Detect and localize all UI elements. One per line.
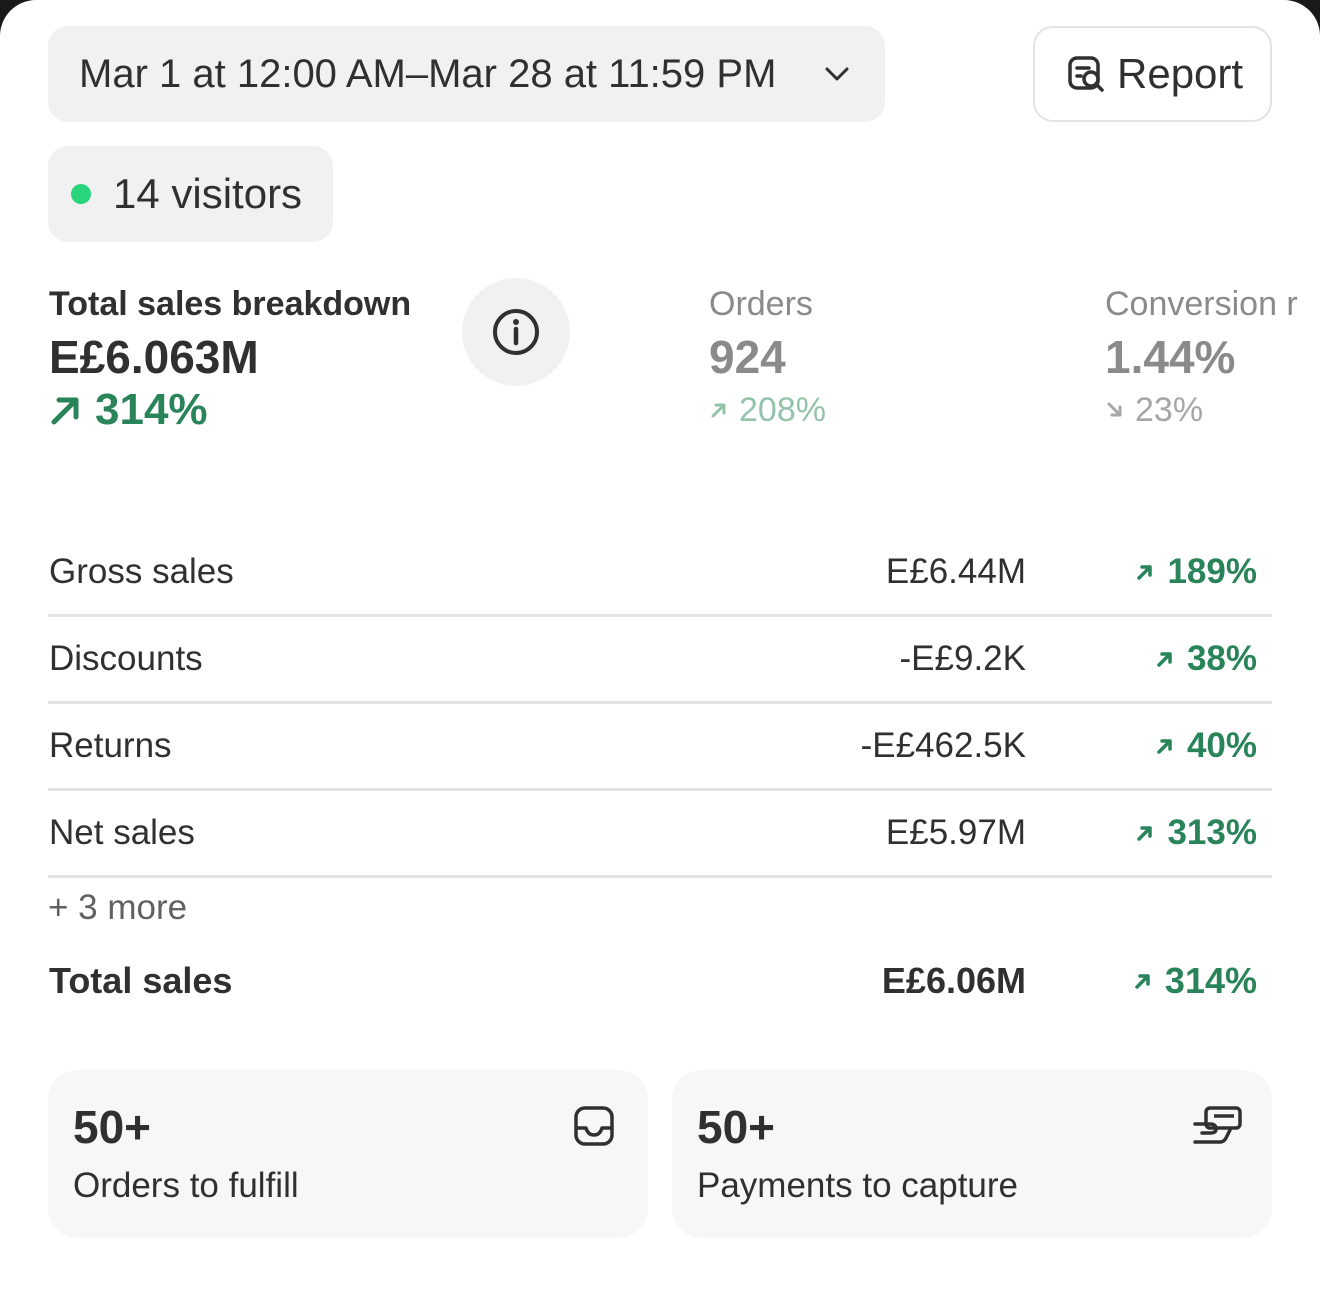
- row-delta-value: 189%: [1167, 552, 1257, 591]
- tile-count: 50+: [697, 1101, 776, 1153]
- live-visitors-badge[interactable]: 14 visitors: [48, 146, 333, 242]
- row-amount: -E£462.5K: [860, 726, 1026, 765]
- total-sales-delta: 314%: [49, 386, 411, 434]
- info-button[interactable]: [462, 278, 570, 386]
- row-name: Returns: [49, 726, 172, 765]
- total-sales-row: Total sales E£6.06M 314%: [48, 960, 1272, 1010]
- total-sales-delta-value: 314%: [95, 385, 208, 434]
- arrow-up-right-icon: [51, 397, 79, 425]
- sales-breakdown-table: Gross sales E£6.44M 189% Discounts -E£9.…: [48, 530, 1272, 878]
- date-range-picker[interactable]: Mar 1 at 12:00 AM–Mar 28 at 11:59 PM: [48, 26, 885, 122]
- table-row: Returns -E£462.5K 40%: [48, 704, 1272, 791]
- row-delta: 313%: [1135, 813, 1257, 853]
- conversion-label: Conversion r: [1105, 285, 1298, 323]
- date-range-label: Mar 1 at 12:00 AM–Mar 28 at 11:59 PM: [79, 51, 777, 96]
- orders-value: 924: [709, 331, 786, 383]
- arrow-up-right-icon: [1157, 652, 1172, 667]
- hand-card-icon: [1193, 1106, 1242, 1144]
- row-delta-value: 38%: [1186, 639, 1257, 678]
- total-row-name: Total sales: [49, 960, 233, 1001]
- tile-count: 50+: [73, 1101, 152, 1153]
- visitors-label: 14 visitors: [113, 170, 303, 217]
- table-row: Net sales E£5.97M 313%: [48, 791, 1272, 878]
- tile-label: Orders to fulfill: [73, 1166, 299, 1205]
- orders-to-fulfill-tile[interactable]: 50+ Orders to fulfill: [48, 1070, 648, 1238]
- arrow-up-right-icon: [711, 403, 726, 418]
- report-button[interactable]: Report: [1033, 26, 1272, 122]
- total-row-delta: 314%: [1133, 960, 1257, 1002]
- total-sales-metric[interactable]: Total sales breakdown E£6.063M 314%: [49, 284, 411, 434]
- arrow-up-right-icon: [1157, 739, 1172, 754]
- chevron-down-icon: [825, 67, 849, 81]
- row-amount: -E£9.2K: [899, 639, 1026, 678]
- arrow-up-right-icon: [1135, 974, 1150, 989]
- arrow-up-right-icon: [1137, 565, 1153, 580]
- row-delta-value: 40%: [1186, 726, 1257, 765]
- arrow-down-right-icon: [1107, 402, 1122, 417]
- row-delta: 40%: [1155, 726, 1257, 766]
- live-status-dot: [71, 184, 91, 204]
- conversion-value: 1.44%: [1105, 331, 1236, 383]
- report-search-icon: [1068, 56, 1104, 92]
- row-amount: E£6.44M: [885, 552, 1026, 591]
- row-name: Gross sales: [49, 552, 234, 591]
- table-row: Gross sales E£6.44M 189%: [48, 530, 1272, 617]
- orders-metric[interactable]: Orders 924 208%: [709, 284, 826, 434]
- conversion-delta-value: 23%: [1135, 391, 1204, 429]
- orders-delta-value: 208%: [739, 391, 826, 429]
- row-amount: E£5.97M: [885, 813, 1026, 852]
- arrow-up-right-icon: [1137, 826, 1153, 841]
- total-sales-label: Total sales breakdown: [49, 285, 412, 323]
- table-row: Discounts -E£9.2K 38%: [48, 617, 1272, 704]
- orders-label: Orders: [709, 285, 813, 323]
- total-row-amount: E£6.06M: [881, 960, 1026, 1001]
- show-more-link[interactable]: + 3 more: [48, 888, 188, 927]
- total-row-delta-value: 314%: [1164, 960, 1257, 1001]
- row-delta: 189%: [1135, 552, 1257, 592]
- row-name: Discounts: [49, 639, 203, 678]
- inbox-icon: [574, 1106, 614, 1146]
- row-name: Net sales: [49, 813, 195, 852]
- row-delta: 38%: [1155, 639, 1257, 679]
- row-delta-value: 313%: [1167, 813, 1257, 852]
- conversion-metric[interactable]: Conversion r 1.44% 23%: [1105, 284, 1298, 434]
- report-label: Report: [1117, 50, 1244, 97]
- total-sales-value: E£6.063M: [49, 331, 259, 383]
- info-icon: [493, 309, 539, 355]
- orders-delta: 208%: [709, 386, 826, 434]
- tile-label: Payments to capture: [697, 1166, 1018, 1205]
- payments-to-capture-tile[interactable]: 50+ Payments to capture: [672, 1070, 1272, 1238]
- conversion-delta: 23%: [1105, 386, 1298, 434]
